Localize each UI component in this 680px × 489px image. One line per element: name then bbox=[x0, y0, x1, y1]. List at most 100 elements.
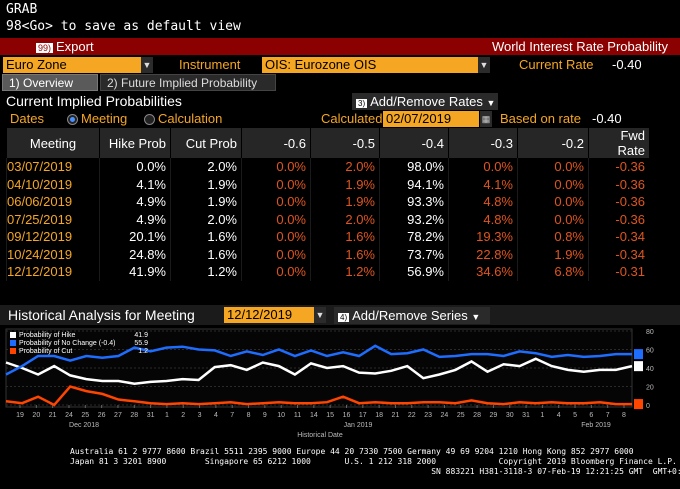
historical-meeting-date-input[interactable]: 12/12/2019 bbox=[224, 307, 314, 323]
series-line bbox=[5, 344, 632, 376]
x-tick-label: 11 bbox=[294, 412, 301, 419]
calendar-icon[interactable]: ▦ bbox=[480, 111, 492, 127]
x-tick-label: 28 bbox=[130, 412, 138, 419]
calculation-radio[interactable]: Calculation bbox=[144, 111, 222, 126]
table-cell: 0.0% bbox=[241, 175, 311, 193]
x-tick-label: 18 bbox=[375, 412, 383, 419]
column-header-rate[interactable]: -0.4 bbox=[379, 128, 449, 158]
table-row[interactable]: 10/24/2019 24.8% 1.6% 0.0% 1.6% 73.7% 22.8% 1.9… bbox=[6, 245, 649, 263]
column-header-meeting[interactable]: Meeting bbox=[6, 128, 100, 158]
x-tick-label: 23 bbox=[424, 412, 432, 419]
x-tick-label: 27 bbox=[114, 412, 122, 419]
x-tick-label: 7 bbox=[606, 412, 610, 419]
add-remove-series-button[interactable]: 4) Add/Remove Series ▼ bbox=[334, 307, 490, 324]
tab-overview[interactable]: 1) Overview bbox=[2, 74, 98, 91]
column-header-rate[interactable]: -0.5 bbox=[310, 128, 380, 158]
instrument-dropdown-icon[interactable]: ▼ bbox=[478, 57, 490, 73]
table-cell: 20.1% bbox=[99, 228, 171, 246]
x-tick-label: 4 bbox=[557, 412, 561, 419]
legend-value: 41.9 bbox=[134, 332, 148, 339]
command-line-hint[interactable]: 98<Go> to save as default view bbox=[6, 19, 241, 34]
x-tick-label: 29 bbox=[490, 412, 498, 419]
table-row[interactable]: 04/10/2019 4.1% 1.9% 0.0% 1.9% 94.1% 4.1% 0.0% -… bbox=[6, 175, 649, 193]
chevron-down-icon: ▼ bbox=[471, 312, 481, 322]
series-line bbox=[5, 385, 632, 407]
table-row[interactable]: 07/25/2019 4.9% 2.0% 0.0% 2.0% 93.2% 4.8% 0.0% -… bbox=[6, 210, 649, 228]
table-cell: 2.0% bbox=[310, 210, 380, 228]
table-cell: 34.6% bbox=[448, 263, 518, 281]
calculated-date-input[interactable]: 02/07/2019 bbox=[383, 111, 479, 127]
x-tick-label: 14 bbox=[310, 412, 318, 419]
table-row[interactable]: 09/12/2019 20.1% 1.6% 0.0% 1.6% 78.2% 19.3% 0.8… bbox=[6, 228, 649, 246]
meeting-date-cell[interactable]: 12/12/2019 bbox=[6, 263, 100, 281]
table-cell: 56.9% bbox=[379, 263, 449, 281]
export-label: Export bbox=[56, 39, 94, 54]
meeting-radio[interactable]: Meeting bbox=[67, 111, 127, 126]
column-header-fwd-rate[interactable]: Fwd Rate bbox=[588, 128, 649, 158]
meeting-date-cell[interactable]: 06/06/2019 bbox=[6, 193, 100, 211]
x-tick-label: 24 bbox=[441, 412, 449, 419]
x-tick-label: 19 bbox=[16, 412, 24, 419]
historical-meeting-dropdown-icon[interactable]: ▼ bbox=[314, 307, 326, 323]
region-dropdown-icon[interactable]: ▼ bbox=[141, 57, 153, 73]
meeting-date-cell[interactable]: 09/12/2019 bbox=[6, 228, 100, 246]
table-cell: 1.9% bbox=[170, 193, 242, 211]
table-row[interactable]: 03/07/2019 0.0% 2.0% 0.0% 2.0% 98.0% 0.0% 0.0% -… bbox=[6, 158, 649, 176]
export-shortcut: 99) bbox=[36, 43, 54, 53]
x-tick-label: 4 bbox=[214, 412, 218, 419]
table-cell: 0.0% bbox=[241, 263, 311, 281]
x-tick-label: 25 bbox=[457, 412, 465, 419]
x-tick-label: 6 bbox=[589, 412, 593, 419]
table-cell: -0.31 bbox=[588, 263, 649, 281]
export-button[interactable]: 99) Export bbox=[36, 39, 94, 54]
column-header-rate[interactable]: -0.3 bbox=[448, 128, 518, 158]
x-tick-label: 31 bbox=[147, 412, 155, 419]
table-cell: -0.36 bbox=[588, 193, 649, 211]
table-row[interactable]: 12/12/2019 41.9% 1.2% 0.0% 1.2% 56.9% 34.6% 6.8… bbox=[6, 263, 649, 281]
table-cell: 0.0% bbox=[517, 210, 589, 228]
meeting-date-cell[interactable]: 03/07/2019 bbox=[6, 158, 100, 176]
section-title: Current Implied Probabilities bbox=[6, 93, 182, 109]
meeting-date-cell[interactable]: 04/10/2019 bbox=[6, 175, 100, 193]
based-on-rate-value: -0.40 bbox=[592, 111, 622, 126]
instrument-select[interactable]: OIS: Eurozone OIS bbox=[262, 57, 478, 73]
column-header-rate[interactable]: -0.2 bbox=[517, 128, 589, 158]
table-cell: 4.9% bbox=[99, 193, 171, 211]
meeting-date-cell[interactable]: 07/25/2019 bbox=[6, 210, 100, 228]
legend-value: 1.2 bbox=[138, 348, 148, 355]
x-tick-label: 15 bbox=[326, 412, 334, 419]
table-cell: 73.7% bbox=[379, 245, 449, 263]
table-cell: 4.8% bbox=[448, 193, 518, 211]
current-rate-label: Current Rate bbox=[519, 57, 594, 72]
table-cell: 19.3% bbox=[448, 228, 518, 246]
x-tick-label: 24 bbox=[65, 412, 73, 419]
table-cell: 1.9% bbox=[310, 193, 380, 211]
table-cell: 1.6% bbox=[310, 228, 380, 246]
table-cell: 2.0% bbox=[170, 158, 242, 176]
month-label: Jan 2019 bbox=[344, 422, 373, 429]
x-tick-label: 25 bbox=[81, 412, 89, 419]
table-cell: 0.0% bbox=[241, 193, 311, 211]
table-row[interactable]: 06/06/2019 4.9% 1.9% 0.0% 1.9% 93.3% 4.8% 0.0% -… bbox=[6, 193, 649, 211]
legend-label: Probability of No Change (-0.4) bbox=[19, 340, 116, 347]
table-cell: 93.3% bbox=[379, 193, 449, 211]
radio-unselected-icon bbox=[144, 114, 155, 126]
tab-future-implied-probability[interactable]: 2) Future Implied Probability bbox=[100, 74, 276, 91]
column-header-rate[interactable]: -0.6 bbox=[241, 128, 311, 158]
calculated-label: Calculated bbox=[321, 111, 383, 126]
table-cell: 78.2% bbox=[379, 228, 449, 246]
x-tick-label: 9 bbox=[263, 412, 267, 419]
column-header-hike-prob[interactable]: Hike Prob bbox=[99, 128, 171, 158]
table-cell: 0.0% bbox=[241, 228, 311, 246]
instrument-label: Instrument bbox=[179, 57, 241, 72]
table-cell: 1.6% bbox=[170, 245, 242, 263]
table-cell: -0.36 bbox=[588, 210, 649, 228]
table-cell: 22.8% bbox=[448, 245, 518, 263]
table-cell: 94.1% bbox=[379, 175, 449, 193]
column-header-cut-prob[interactable]: Cut Prob bbox=[170, 128, 242, 158]
x-tick-label: 21 bbox=[392, 412, 400, 419]
meeting-date-cell[interactable]: 10/24/2019 bbox=[6, 245, 100, 263]
region-select[interactable]: Euro Zone bbox=[3, 57, 141, 73]
add-remove-rates-button[interactable]: 3) Add/Remove Rates ▼ bbox=[352, 93, 498, 110]
